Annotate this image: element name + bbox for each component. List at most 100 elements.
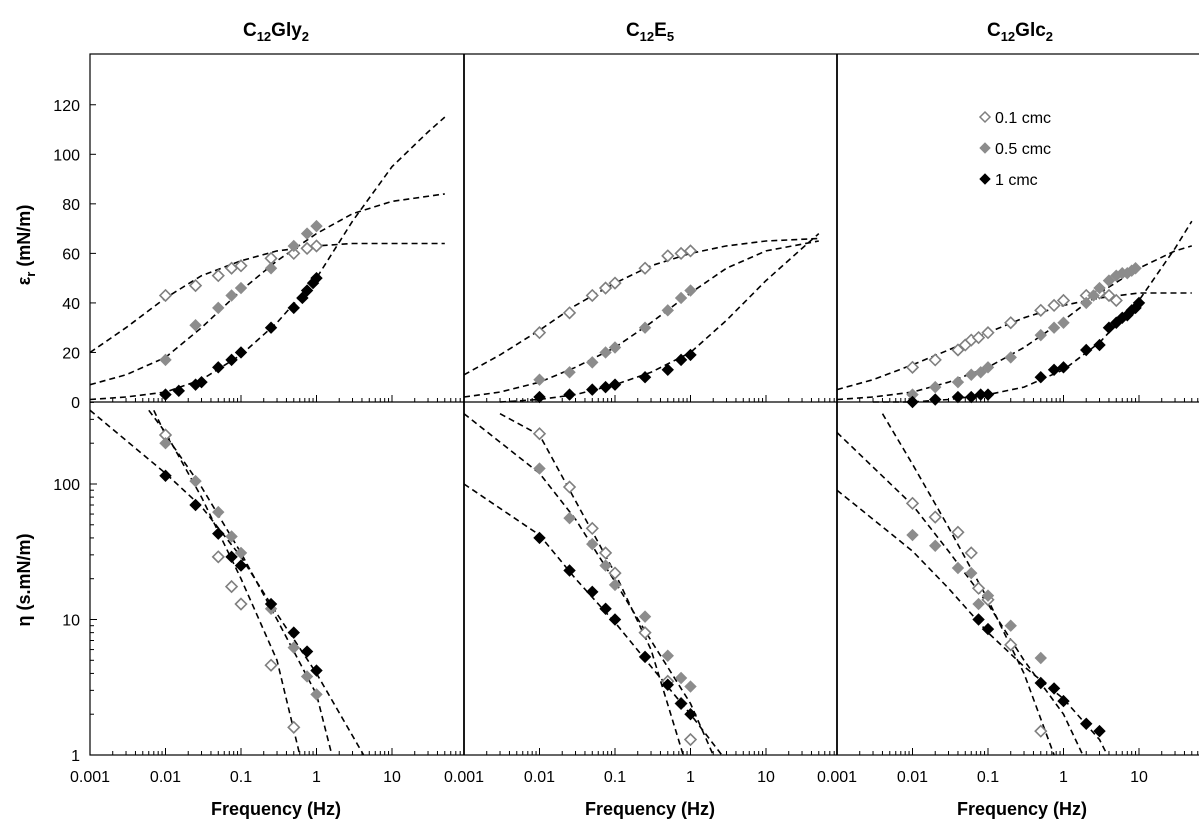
data-point-panel1-s0-0 bbox=[532, 326, 547, 340]
data-point-panel3-s2-2 bbox=[212, 527, 225, 540]
data-point-panel0-s1-7 bbox=[300, 227, 314, 240]
data-point-panel5-s1-3 bbox=[965, 566, 978, 580]
data-point-panel2-s1-5 bbox=[981, 361, 995, 374]
data-point-panel2-s0-2 bbox=[951, 343, 965, 357]
data-point-panel4-s0-8 bbox=[683, 732, 698, 747]
data-point-panel1-s2-5 bbox=[638, 371, 652, 384]
data-point-panel0-s2-1 bbox=[172, 384, 186, 398]
data-point-panel0-s0-1 bbox=[188, 278, 203, 293]
data-point-panel2-s2-11 bbox=[1102, 321, 1116, 334]
data-point-panel3-s1-7 bbox=[300, 670, 314, 683]
data-point-panel1-s0-5 bbox=[638, 261, 652, 275]
data-point-panel2-s1-11 bbox=[1087, 289, 1100, 302]
data-point-panel1-s1-1 bbox=[563, 366, 576, 379]
data-point-panel5-s0-3 bbox=[964, 546, 978, 560]
data-point-panel1-s1-6 bbox=[661, 304, 674, 317]
x-axis-label-middle: Frequency (Hz) bbox=[585, 799, 715, 819]
data-point-panel2-s0-9 bbox=[1047, 298, 1061, 313]
data-point-panel4-s1-8 bbox=[684, 680, 697, 693]
data-point-panel0-s2-3 bbox=[195, 375, 208, 389]
data-point-panel5-s2-5 bbox=[1080, 717, 1093, 730]
data-point-panel4-s1-0 bbox=[533, 462, 546, 475]
y-tick-label-bottom-100: 100 bbox=[53, 477, 80, 494]
data-point-panel2-s0-10 bbox=[1056, 293, 1071, 308]
y-tick-label-bottom-10: 10 bbox=[62, 613, 80, 630]
data-point-panel0-s1-6 bbox=[287, 239, 300, 253]
y-tick-label-top-20: 20 bbox=[62, 345, 80, 362]
data-point-panel5-s2-6 bbox=[1093, 724, 1106, 738]
data-point-panel0-s2-8 bbox=[287, 301, 300, 315]
x-tick-label-0.01: 0.01 bbox=[897, 769, 928, 786]
data-point-panel1-s1-3 bbox=[599, 346, 612, 359]
data-point-panel4-s1-3 bbox=[599, 559, 612, 572]
legend-label-1cmc: 1 cmc bbox=[995, 172, 1038, 189]
data-point-panel5-s1-1 bbox=[929, 539, 942, 552]
legend-marker-1cmc bbox=[979, 173, 991, 185]
data-point-panel1-s1-8 bbox=[684, 284, 697, 297]
data-point-panel2-s2-17 bbox=[1132, 296, 1146, 310]
data-point-panel4-s1-4 bbox=[608, 578, 622, 592]
fit-curve-panel2-0 bbox=[836, 292, 1192, 391]
data-point-panel3-s0-1 bbox=[211, 550, 225, 564]
data-point-panel2-s0-6 bbox=[981, 326, 995, 340]
data-point-panel1-s2-4 bbox=[608, 378, 622, 391]
data-point-panel3-s0-2 bbox=[224, 579, 239, 594]
x-tick-label-0.1: 0.1 bbox=[230, 769, 252, 786]
y-tick-label-top-60: 60 bbox=[62, 246, 80, 263]
x-tick-label-0.01: 0.01 bbox=[524, 769, 555, 786]
data-point-panel4-s2-6 bbox=[661, 678, 674, 691]
legend: 0.1 cmc 0.5 cmc 1 cmc bbox=[978, 110, 1051, 189]
data-point-panel0-s0-0 bbox=[158, 288, 173, 303]
data-point-panel4-s1-6 bbox=[661, 649, 674, 662]
data-point-panel2-s1-2 bbox=[951, 375, 965, 389]
data-point-panel4-s0-3 bbox=[598, 546, 613, 560]
data-point-panel2-s0-14 bbox=[1109, 293, 1123, 308]
x-tick-label-0.01: 0.01 bbox=[150, 769, 181, 786]
data-point-panel2-s2-9 bbox=[1080, 343, 1093, 357]
data-point-panel1-s0-6 bbox=[661, 249, 675, 263]
y-tick-label-top-80: 80 bbox=[62, 197, 80, 214]
data-point-panel4-s0-5 bbox=[638, 625, 652, 640]
data-point-panel0-s0-2 bbox=[211, 269, 225, 283]
x-tick-label-0.001: 0.001 bbox=[817, 769, 857, 786]
data-point-panel4-s2-2 bbox=[586, 585, 599, 599]
data-point-panel4-s2-4 bbox=[608, 613, 622, 626]
y-axis-label-elasticity: εr (mN/m) bbox=[14, 205, 38, 286]
data-point-panel2-s2-3 bbox=[965, 390, 978, 404]
data-point-panel5-s1-6 bbox=[1004, 619, 1017, 632]
data-point-panel2-s0-0 bbox=[905, 360, 920, 374]
panel-frames bbox=[89, 53, 1199, 756]
data-point-panel5-s1-5 bbox=[981, 589, 995, 602]
x-axis-label-right: Frequency (Hz) bbox=[957, 799, 1087, 819]
fit-curve-panel0-0 bbox=[89, 242, 445, 354]
data-point-panel5-s1-2 bbox=[951, 561, 965, 575]
fit-curve-panel1-1 bbox=[463, 240, 819, 398]
y-axis-label-viscosity: η (s.mN/m) bbox=[14, 533, 34, 626]
data-point-panel2-s1-18 bbox=[1129, 262, 1142, 275]
left-mask bbox=[0, 0, 89, 760]
data-point-panel0-s1-0 bbox=[159, 353, 172, 367]
data-point-panel0-s2-5 bbox=[225, 353, 238, 367]
data-point-panel1-s0-1 bbox=[562, 306, 577, 320]
data-point-panel1-s2-7 bbox=[674, 353, 688, 367]
y-tick-label-top-120: 120 bbox=[53, 98, 80, 115]
data-point-panel2-s2-5 bbox=[981, 388, 995, 401]
data-point-panel2-s1-8 bbox=[1047, 321, 1061, 334]
data-point-panel4-s0-0 bbox=[532, 427, 547, 441]
data-point-panel2-s1-7 bbox=[1034, 328, 1047, 342]
data-point-panel3-s2-7 bbox=[300, 645, 314, 658]
data-point-panel3-s2-4 bbox=[234, 559, 248, 572]
data-point-panel3-s1-3 bbox=[225, 530, 238, 543]
data-point-panel4-s1-7 bbox=[674, 671, 688, 685]
data-point-panel0-s1-4 bbox=[234, 281, 248, 295]
fit-curve-panel5-0 bbox=[881, 413, 1055, 756]
data-markers bbox=[158, 219, 1146, 747]
data-point-panel0-s2-12 bbox=[310, 271, 323, 285]
legend-marker-0.5cmc bbox=[979, 142, 991, 154]
data-point-panel5-s2-0 bbox=[972, 613, 985, 626]
data-point-panel3-s1-2 bbox=[212, 505, 225, 519]
x-tick-label-10: 10 bbox=[757, 769, 775, 786]
